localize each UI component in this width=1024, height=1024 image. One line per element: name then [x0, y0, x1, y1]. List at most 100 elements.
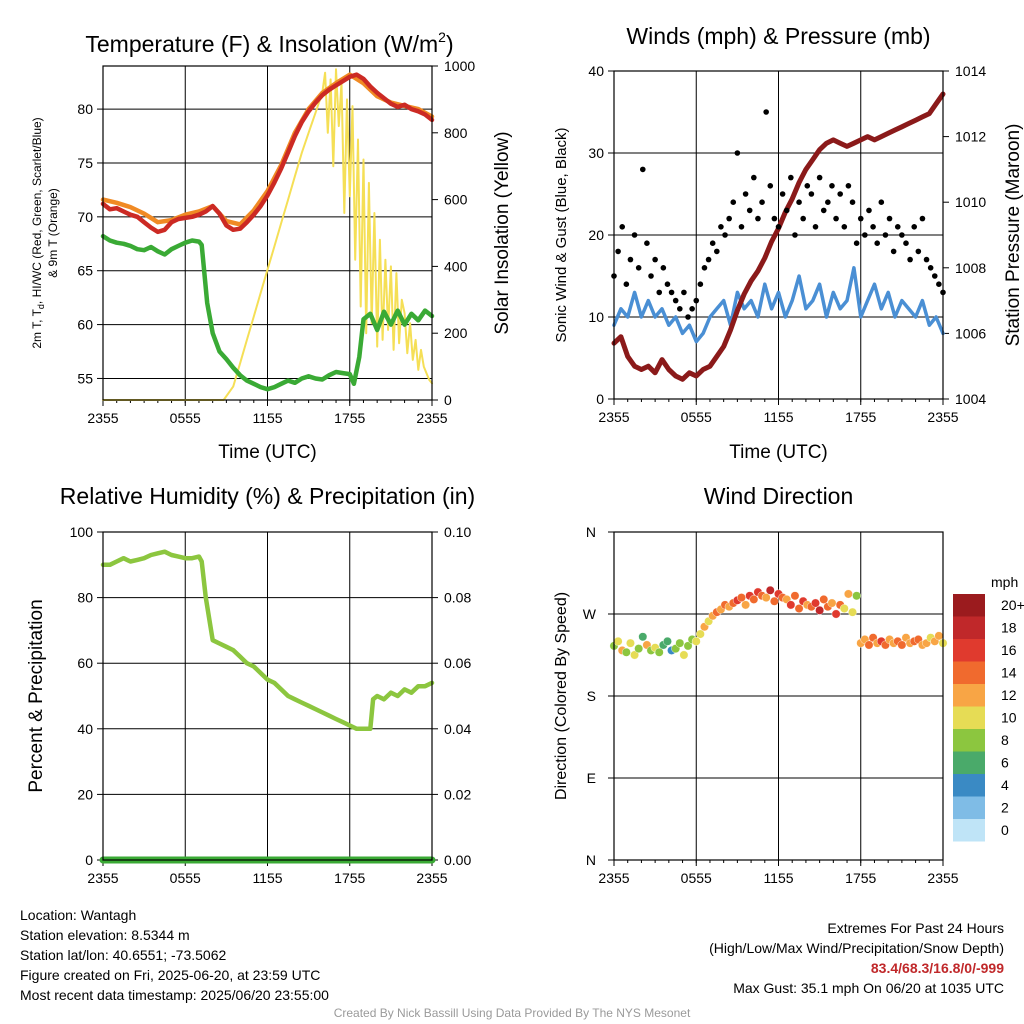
gust-point — [804, 183, 811, 189]
direction-point — [621, 647, 631, 657]
gust-point — [845, 183, 852, 189]
chart-title: Relative Humidity (%) & Precipitation (i… — [60, 483, 475, 509]
direction-point — [630, 650, 639, 660]
y-tick-label: 0 — [85, 852, 93, 868]
x-tick-label: 2355 — [416, 410, 447, 426]
gust-point — [936, 281, 942, 288]
gust-point — [907, 256, 913, 263]
x-tick-label: 1755 — [845, 870, 876, 886]
y-right-tick-label: 1012 — [955, 129, 986, 145]
direction-point — [794, 604, 804, 613]
colorbar-swatch — [953, 616, 985, 639]
gust-point — [619, 224, 626, 230]
gust-point — [644, 240, 650, 246]
y-tick-label: E — [587, 770, 596, 786]
gust-point — [656, 289, 663, 296]
gust-point — [911, 224, 918, 230]
y-right-tick-label: 0.08 — [444, 590, 471, 606]
gust-point — [722, 232, 728, 238]
chart-title: Wind Direction — [704, 483, 854, 509]
x-tick-label: 2355 — [416, 870, 447, 886]
y-tick-label: 80 — [77, 101, 93, 117]
y-right-tick-label: 1010 — [955, 194, 986, 210]
direction-point — [852, 591, 862, 601]
direction-point — [761, 593, 771, 602]
direction-point — [790, 591, 800, 601]
y-right-tick-label: 0.06 — [444, 655, 471, 671]
x-axis-label: Time (UTC) — [218, 442, 317, 463]
x-tick-label: 2355 — [87, 410, 118, 426]
y-tick-label: 20 — [77, 786, 93, 802]
colorbar-label: 4 — [1001, 777, 1009, 793]
x-tick-label: 2355 — [87, 870, 118, 886]
credit-text: Created By Nick Bassill Using Data Provi… — [333, 1006, 691, 1020]
panel-1: 2355 0555 1155 1755 2355 0 10 20 30 40 1004 1006 100… — [553, 23, 1024, 463]
y-axis-label: 2m T, Td, HI/WC (Red, Green, Scarlet/Blu… — [30, 117, 46, 348]
x-tick-label: 1755 — [845, 409, 876, 425]
chart-title: Temperature (F) & Insolation (W/m2) — [85, 29, 453, 57]
station-info: Location: Wantagh Station elevation: 8.5… — [20, 905, 329, 1005]
direction-point — [654, 647, 664, 657]
gust-point — [755, 215, 761, 222]
colorbar: mph 20+ 18 16 14 12 10 8 6 4 2 0 — [953, 574, 1024, 842]
colorbar-swatch — [953, 684, 985, 707]
x-tick-label: 0555 — [681, 409, 712, 425]
y-tick-label: N — [586, 524, 596, 540]
direction-point — [831, 609, 841, 619]
plot-frame — [102, 65, 433, 401]
gust-point — [631, 232, 638, 238]
extremes-legend: (High/Low/Max Wind/Precipitation/Snow De… — [709, 940, 1004, 956]
direction-point — [769, 596, 779, 606]
gust-point — [788, 174, 794, 181]
y-axis-label-2: & 9m T (Orange) — [46, 188, 60, 278]
colorbar-label: 14 — [1001, 665, 1017, 681]
gust-point — [837, 191, 843, 197]
y-tick-label: 70 — [77, 209, 93, 225]
gust-point — [825, 199, 831, 205]
gust-point — [775, 224, 782, 230]
direction-point — [634, 644, 644, 654]
y-tick-label: 40 — [588, 63, 604, 79]
colorbar-swatch — [953, 706, 985, 729]
y-tick-label: 60 — [77, 317, 93, 333]
direction-point — [897, 640, 907, 650]
gust-point — [849, 199, 856, 205]
colorbar-swatch — [953, 639, 985, 662]
y-right-tick-label: 1004 — [955, 391, 986, 407]
gust-point — [681, 289, 687, 296]
direction-point — [786, 600, 796, 610]
x-tick-label: 1155 — [763, 870, 793, 886]
gust-point — [718, 224, 724, 230]
colorbar-label: 2 — [1001, 800, 1009, 816]
gust-point — [685, 314, 691, 320]
gust-point — [931, 273, 938, 279]
y-right-tick-label: 0.00 — [444, 852, 471, 868]
gust-point — [820, 207, 827, 214]
x-tick-label: 1755 — [334, 870, 365, 886]
x-tick-label: 2355 — [598, 870, 629, 886]
recent-data-text: Most recent data timestamp: 2025/06/20 2… — [20, 987, 329, 1003]
direction-point — [638, 632, 648, 642]
colorbar-title: mph — [991, 574, 1018, 590]
gust-point — [915, 248, 922, 255]
gust-point — [886, 215, 893, 222]
gust-point — [709, 240, 716, 246]
y-tick-label: 55 — [77, 370, 93, 386]
y-tick-label: 0 — [596, 391, 604, 407]
colorbar-label: 18 — [1001, 620, 1017, 636]
gust-point — [738, 224, 745, 230]
x-tick-label: 2355 — [927, 870, 958, 886]
direction-point — [679, 650, 689, 660]
gust-point — [697, 281, 704, 288]
direction-point — [819, 595, 829, 604]
y-right-tick-label: 1006 — [955, 325, 986, 341]
gust-point — [639, 166, 646, 173]
colorbar-swatch — [953, 661, 985, 684]
y-right-tick-label: 0 — [444, 392, 452, 408]
gust-point — [870, 224, 876, 230]
gust-point — [767, 183, 774, 189]
direction-point — [675, 638, 685, 648]
gust-point — [792, 232, 798, 238]
gust-point — [623, 281, 630, 288]
gust-point — [689, 306, 695, 312]
